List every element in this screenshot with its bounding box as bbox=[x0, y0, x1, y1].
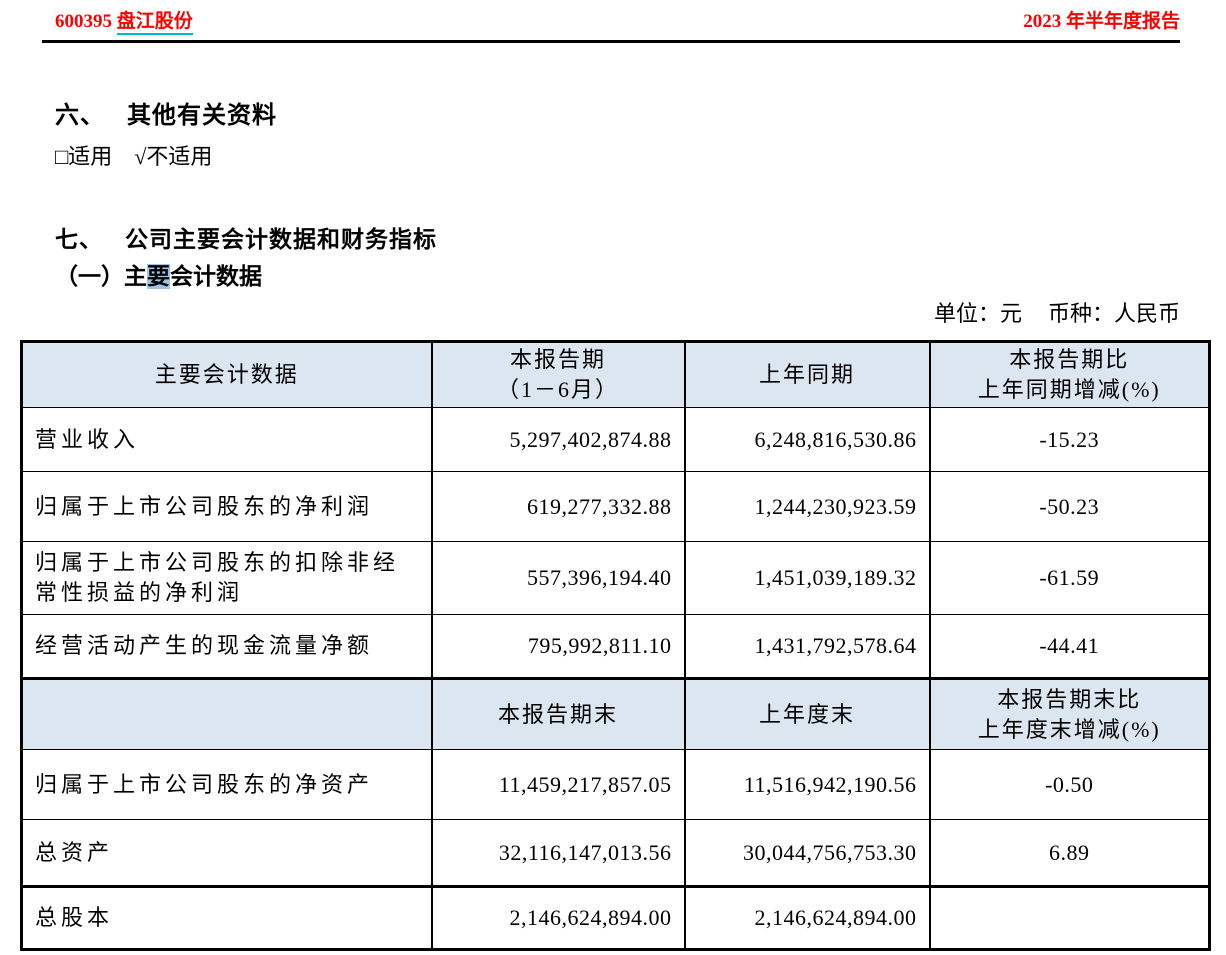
change-percent-value: -50.23 bbox=[928, 471, 1211, 542]
prior-period-value: 2,146,624,894.00 bbox=[683, 885, 931, 950]
metric-label: 总股本 bbox=[20, 885, 433, 950]
header-cell-change-end: 本报告期末比 上年度末增减(%) bbox=[928, 677, 1211, 750]
header-cell-metric: 主要会计数据 bbox=[20, 341, 433, 408]
section-6-title: 其他有关资料 bbox=[127, 103, 277, 129]
table-header-row-period: 主要会计数据 本报告期 （1－6月） 上年同期 本报告期比 上年同期增减(%) bbox=[20, 341, 1211, 408]
applicable-label: 适用 bbox=[68, 144, 113, 169]
prior-period-value: 11,516,942,190.56 bbox=[683, 749, 931, 820]
change-percent-value: -44.41 bbox=[928, 614, 1211, 679]
table-row-net-profit: 归属于上市公司股东的净利润 619,277,332.88 1,244,230,9… bbox=[20, 471, 1211, 542]
metric-label: 归属于上市公司股东的扣除非经常性损益的净利润 bbox=[20, 541, 433, 615]
prior-period-value: 1,451,039,189.32 bbox=[683, 541, 931, 615]
current-period-value: 5,297,402,874.88 bbox=[430, 407, 686, 472]
header-cell-blank bbox=[20, 677, 433, 750]
header-cell-change: 本报告期比 上年同期增减(%) bbox=[928, 341, 1211, 408]
change-percent-value: 6.89 bbox=[928, 819, 1211, 887]
metric-label: 归属于上市公司股东的净资产 bbox=[20, 749, 433, 820]
not-applicable-label: 不适用 bbox=[146, 144, 213, 169]
table-row-revenue: 营业收入 5,297,402,874.88 6,248,816,530.86 -… bbox=[20, 407, 1211, 472]
checkbox-unchecked-icon: □ bbox=[55, 144, 69, 169]
currency-label: 币种：人民币 bbox=[1047, 301, 1180, 326]
change-percent-value: -0.50 bbox=[928, 749, 1211, 820]
key-accounting-data-table: 主要会计数据 本报告期 （1－6月） 上年同期 本报告期比 上年同期增减(%) … bbox=[20, 340, 1211, 951]
metric-label: 归属于上市公司股东的净利润 bbox=[20, 471, 433, 542]
metric-label: 总资产 bbox=[20, 819, 433, 887]
header-cell-current-period: 本报告期 （1－6月） bbox=[430, 341, 686, 408]
change-percent-value: -61.59 bbox=[928, 541, 1211, 615]
current-period-value: 32,116,147,013.56 bbox=[430, 819, 686, 887]
change-percent-value: -15.23 bbox=[928, 407, 1211, 472]
header-cell-prior-year-end: 上年度末 bbox=[683, 677, 931, 750]
metric-label: 经营活动产生的现金流量净额 bbox=[20, 614, 433, 679]
subsection-1-heading: （一）主要会计数据 bbox=[55, 261, 1226, 293]
current-period-value: 795,992,811.10 bbox=[430, 614, 686, 679]
header-cell-prior-period: 上年同期 bbox=[683, 341, 931, 408]
table-row-total-share-capital: 总股本 2,146,624,894.00 2,146,624,894.00 bbox=[20, 885, 1211, 950]
check-icon: √ bbox=[134, 144, 147, 169]
section-7-heading: 七、 公司主要会计数据和财务指标 bbox=[55, 224, 1226, 256]
subsection-prefix: （一）主 bbox=[55, 264, 147, 289]
section-7-title: 公司主要会计数据和财务指标 bbox=[125, 227, 437, 252]
metric-label: 营业收入 bbox=[20, 407, 433, 472]
unit-currency-line: 单位：元 币种：人民币 bbox=[0, 299, 1180, 329]
table-row-operating-cash-flow: 经营活动产生的现金流量净额 795,992,811.10 1,431,792,5… bbox=[20, 614, 1211, 679]
applicability-line: □适用 √不适用 bbox=[55, 142, 1226, 172]
report-title: 2023 年半年度报告 bbox=[1023, 11, 1180, 32]
current-period-value: 2,146,624,894.00 bbox=[430, 885, 686, 950]
header-cell-current-period-end: 本报告期末 bbox=[430, 677, 686, 750]
current-period-value: 11,459,217,857.05 bbox=[430, 749, 686, 820]
table-header-row-period-end: 本报告期末 上年度末 本报告期末比 上年度末增减(%) bbox=[20, 677, 1211, 750]
table-row-net-profit-excl-nonrecurring: 归属于上市公司股东的扣除非经常性损益的净利润 557,396,194.40 1,… bbox=[20, 541, 1211, 615]
highlighted-char: 要 bbox=[147, 264, 170, 289]
section-7-number: 七、 bbox=[55, 227, 103, 252]
section-6-heading: 六、 其他有关资料 bbox=[55, 100, 1226, 132]
change-percent-value bbox=[928, 885, 1211, 950]
stock-code: 600395 bbox=[55, 11, 112, 32]
prior-period-value: 1,431,792,578.64 bbox=[683, 614, 931, 679]
unit-label: 单位：元 bbox=[933, 301, 1022, 326]
header-divider bbox=[42, 40, 1180, 43]
subsection-suffix: 会计数据 bbox=[170, 264, 262, 289]
prior-period-value: 1,244,230,923.59 bbox=[683, 471, 931, 542]
prior-period-value: 30,044,756,753.30 bbox=[683, 819, 931, 887]
stock-code-and-company: 600395 盘江股份 bbox=[55, 8, 193, 36]
current-period-value: 619,277,332.88 bbox=[430, 471, 686, 542]
section-6-number: 六、 bbox=[55, 103, 105, 129]
company-name-link[interactable]: 盘江股份 bbox=[116, 11, 193, 35]
table-row-net-assets: 归属于上市公司股东的净资产 11,459,217,857.05 11,516,9… bbox=[20, 749, 1211, 820]
table-row-total-assets: 总资产 32,116,147,013.56 30,044,756,753.30 … bbox=[20, 819, 1211, 887]
page-header: 600395 盘江股份 2023 年半年度报告 bbox=[0, 0, 1226, 36]
prior-period-value: 6,248,816,530.86 bbox=[683, 407, 931, 472]
current-period-value: 557,396,194.40 bbox=[430, 541, 686, 615]
